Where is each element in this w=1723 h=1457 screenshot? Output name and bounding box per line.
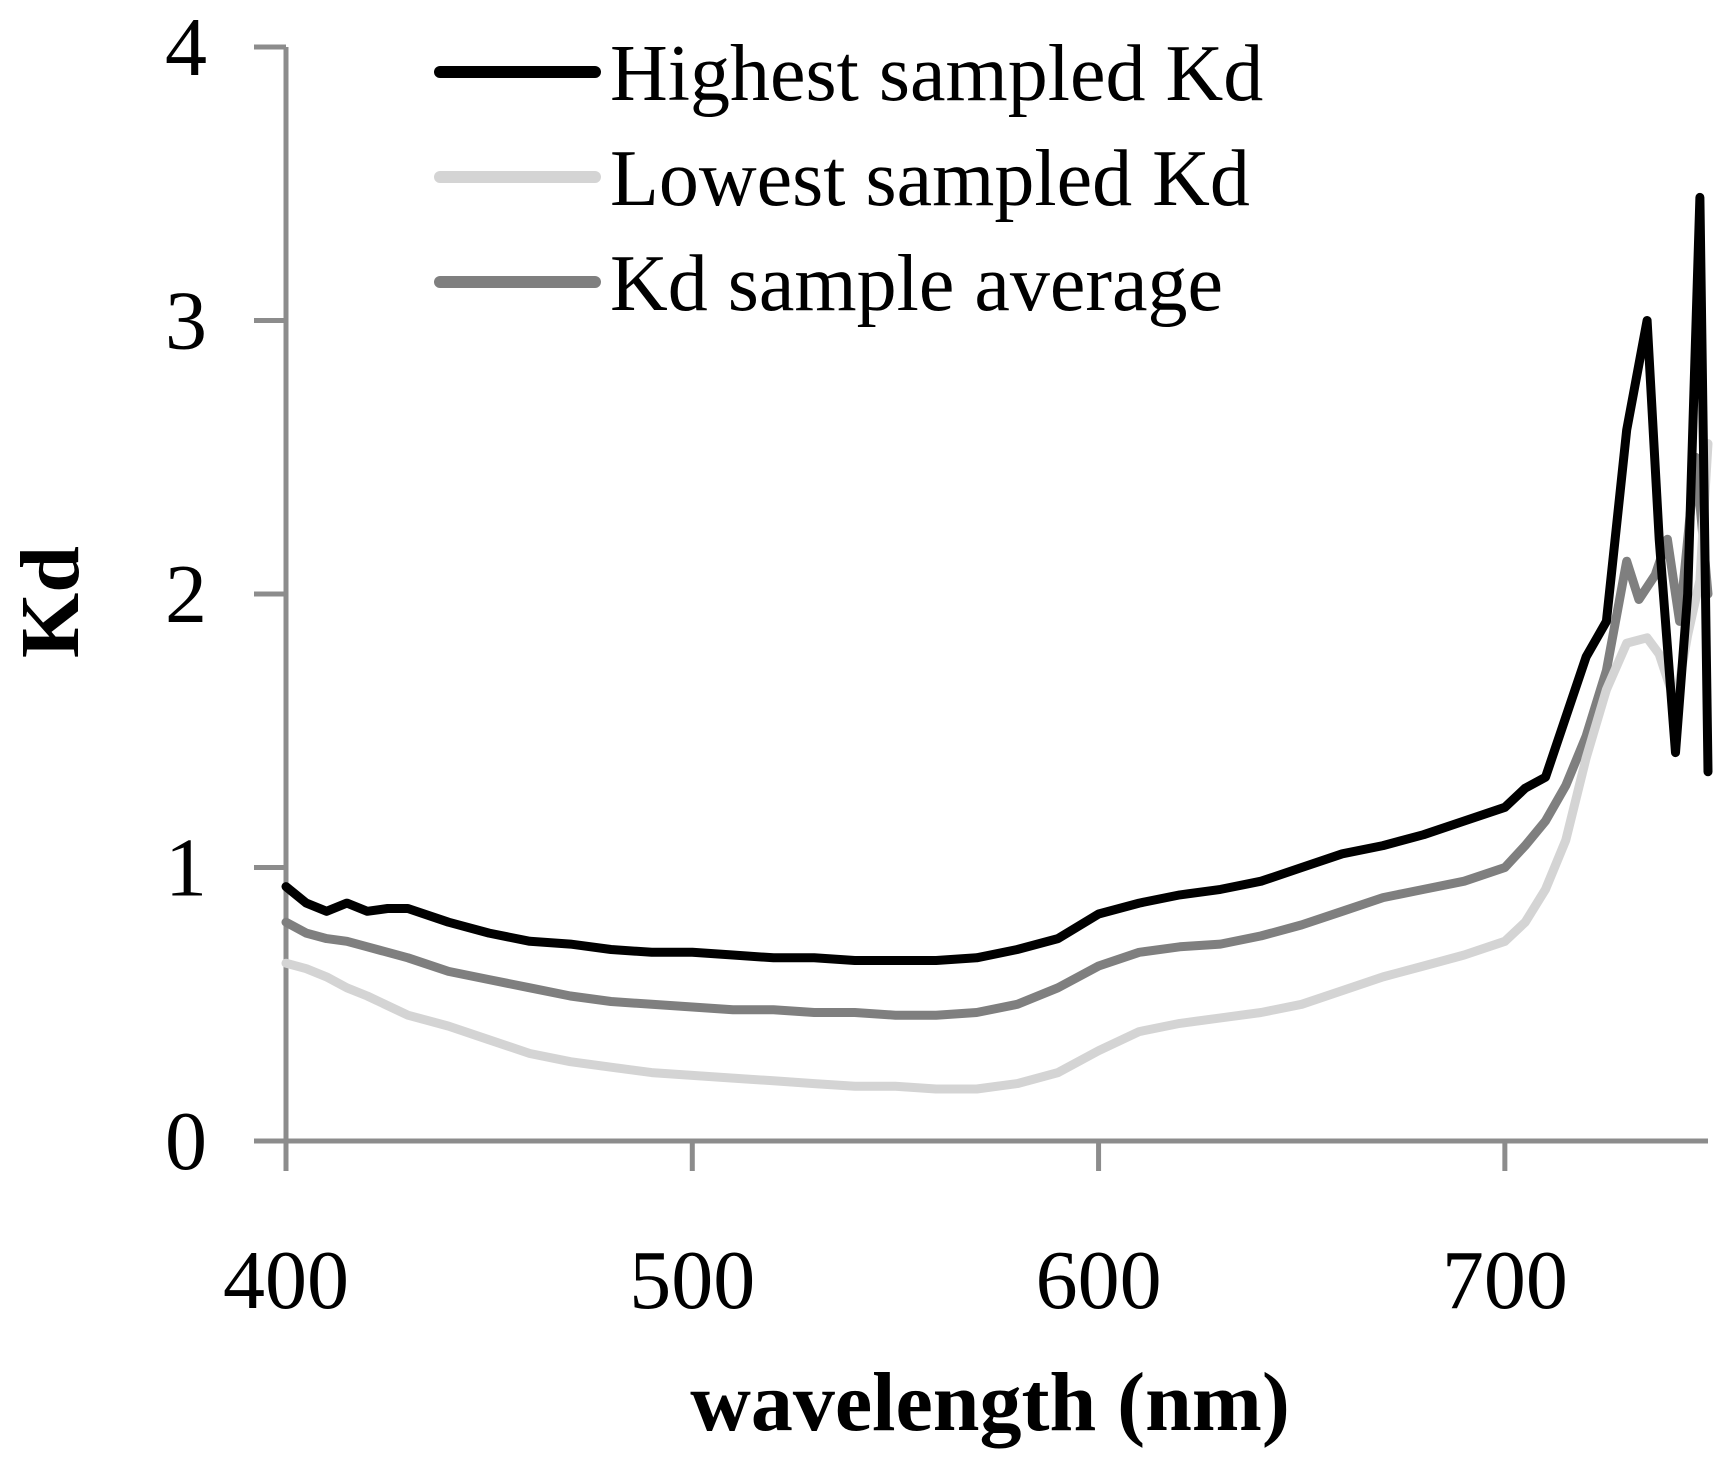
x-tick-label: 600 [1036, 1234, 1162, 1327]
y-tick-label: 2 [165, 548, 207, 641]
y-axis-title: Kd [4, 546, 97, 658]
x-tick-label: 500 [629, 1234, 755, 1327]
y-tick-label: 3 [165, 275, 207, 368]
axes [254, 44, 1708, 1171]
legend-label-highest-sampled-kd: Highest sampled Kd [610, 30, 1263, 118]
series-line-lowest-sampled-kd [281, 439, 1713, 1094]
series-layer [281, 192, 1713, 1094]
legend-label-kd-sample-average: Kd sample average [610, 240, 1223, 328]
y-tick-label: 1 [165, 822, 207, 915]
x-axis-title: wavelength (nm) [690, 1356, 1290, 1449]
tick-labels: 0 1 2 3 4 400 500 600 700 [165, 1, 1568, 1327]
y-tick-label: 4 [165, 1, 207, 94]
series-line-highest-sampled-kd [281, 192, 1713, 965]
legend-label-lowest-sampled-kd: Lowest sampled Kd [610, 135, 1250, 223]
x-tick-label: 400 [223, 1234, 349, 1327]
x-tick-label: 700 [1442, 1234, 1568, 1327]
y-tick-label: 0 [165, 1095, 207, 1188]
legend: Highest sampled Kd Lowest sampled Kd Kd sa… [434, 30, 1263, 328]
series-line-kd-sample-average [281, 452, 1713, 1020]
